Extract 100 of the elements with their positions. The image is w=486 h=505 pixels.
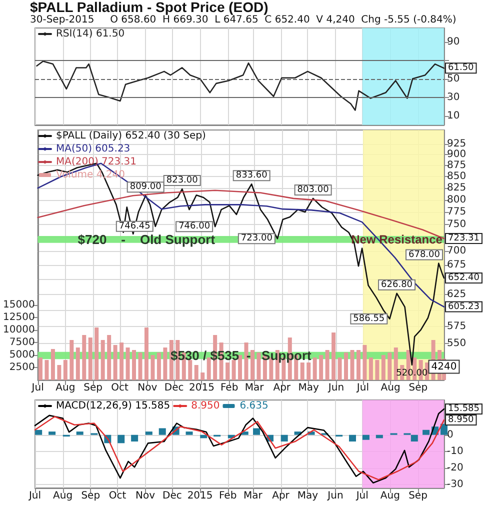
x-tick-label: Jul xyxy=(356,382,369,394)
legend-label: RSI(14) 61.50 xyxy=(56,28,125,40)
annotation: 746.45 xyxy=(118,221,150,232)
bar xyxy=(131,434,138,442)
x-tick-label: 2015 xyxy=(187,490,213,502)
x-tick-label: Sep xyxy=(81,490,100,502)
x-tick-label: Apr xyxy=(272,490,290,502)
chart-subtitle: 30-Sep-2015 O 658.60 H 669.30 L 647.65 C 652.40 V 4,240 Chg -5.55 (-0.84%) xyxy=(30,14,456,26)
bar xyxy=(280,434,288,442)
annotation: 61.50 xyxy=(448,63,474,74)
x-tick-label: Feb xyxy=(220,382,238,394)
legend-label: MA(200) 723.31 xyxy=(56,156,137,168)
annotation: 520.00 xyxy=(396,368,428,378)
x-tick-label: 2015 xyxy=(188,382,214,394)
legend-label: MACD(12,26,9) 15.585 xyxy=(56,400,170,412)
x-tick-label: Oct xyxy=(111,382,128,394)
y2-tick-label: 15000 xyxy=(3,300,35,310)
annotation: 586.55 xyxy=(353,314,385,324)
x-tick-label: Sep xyxy=(84,382,102,394)
y-tick-label: 625 xyxy=(447,288,466,300)
bar xyxy=(376,434,383,438)
x-tick-label: Aug xyxy=(380,382,400,394)
bar xyxy=(349,434,356,442)
x-tick-label: Feb xyxy=(218,490,237,502)
y2-tick-label: 12500 xyxy=(3,312,35,323)
annotation: 8.950 xyxy=(448,415,474,426)
bar xyxy=(186,432,193,435)
chart-title: $PALL Palladium - Spot Price (EOD) xyxy=(30,0,268,15)
y-tick-label: -30 xyxy=(447,479,464,490)
x-tick-label: May xyxy=(298,382,320,394)
y-tick-label: 675 xyxy=(447,259,466,270)
y-tick-label: 10 xyxy=(447,110,460,122)
annotation: 823.00 xyxy=(166,176,198,186)
annotation: 678.00 xyxy=(408,250,440,260)
legend-label: 6.635 xyxy=(240,400,268,412)
y-tick-label: 750 xyxy=(447,219,466,230)
annotation: 746.00 xyxy=(178,222,210,232)
bar xyxy=(76,432,84,435)
x-tick-label: Dec xyxy=(164,382,184,394)
y2-tick-label: 10000 xyxy=(3,324,35,336)
x-tick-label: Dec xyxy=(162,490,182,502)
bar xyxy=(158,428,166,435)
y-tick-label: 700 xyxy=(447,246,466,257)
annotation: 652.40 xyxy=(448,273,480,284)
bar xyxy=(253,428,260,435)
x-tick-label: Sep xyxy=(408,490,428,502)
x-tick-label: Sep xyxy=(408,382,428,394)
y-tick-label: 550 xyxy=(447,338,466,349)
bar xyxy=(362,434,370,440)
x-tick-label: Nov xyxy=(138,382,158,394)
y-tick-label: -10 xyxy=(447,446,464,457)
band-label: $530 / $535 - Support xyxy=(170,348,312,364)
x-tick-label: Aug xyxy=(380,490,400,502)
bar xyxy=(118,434,125,444)
y-tick-label: -20 xyxy=(447,462,464,474)
y-tick-label: 575 xyxy=(447,320,466,332)
annotation: 809.00 xyxy=(130,182,162,192)
y-tick-label: 775 xyxy=(447,206,466,218)
annotation: 723.31 xyxy=(448,233,480,244)
annotation: 626.80 xyxy=(381,280,413,290)
band-label: $720 - Old Support xyxy=(78,232,216,247)
x-tick-label: Aug xyxy=(56,382,76,394)
x-tick-label: Apr xyxy=(273,382,292,394)
x-tick-label: Jul xyxy=(355,490,368,502)
y2-tick-label: 5000 xyxy=(9,350,35,360)
y-tick-label: 875 xyxy=(447,160,466,172)
y-tick-label: 850 xyxy=(447,171,466,182)
annotation: 803.00 xyxy=(297,184,330,195)
x-tick-label: Mar xyxy=(244,490,264,502)
y2-tick-label: 2500 xyxy=(9,362,35,373)
x-tick-label: Jun xyxy=(326,490,344,502)
y-tick-label: 90 xyxy=(447,36,460,48)
x-tick-label: May xyxy=(297,490,318,502)
bar xyxy=(35,430,42,435)
bar xyxy=(422,430,430,435)
x-tick-label: Jul xyxy=(30,382,44,394)
x-tick-label: Oct xyxy=(108,490,126,502)
bar xyxy=(145,432,152,435)
y-tick-label: 825 xyxy=(447,182,466,194)
legend-label: MA(50) 605.23 xyxy=(56,144,130,154)
x-tick-label: Mar xyxy=(244,382,265,394)
legend-label: $PALL (Daily) 652.40 (30 Sep) xyxy=(56,130,206,142)
y-tick-label: 925 xyxy=(447,138,466,150)
x-tick-label: Nov xyxy=(136,490,156,502)
annotation: 605.23 xyxy=(448,302,480,312)
y-tick-label: 0 xyxy=(447,429,454,440)
x-tick-label: Jun xyxy=(327,382,344,394)
y-tick-label: 800 xyxy=(447,194,466,206)
y-tick-label: 50 xyxy=(447,73,460,84)
annotation: 833.60 xyxy=(236,170,268,181)
data-label: 4240 xyxy=(431,361,457,372)
annotation: 723.00 xyxy=(240,234,273,244)
legend-label: 8.950 xyxy=(191,400,220,412)
x-tick-label: Aug xyxy=(53,490,73,502)
x-tick-label: Jul xyxy=(28,490,42,502)
y2-tick-label: 7500 xyxy=(9,337,35,348)
bar xyxy=(410,434,418,442)
y-tick-label: 30 xyxy=(447,92,460,103)
annotation: 15.585 xyxy=(448,404,480,414)
bar xyxy=(48,432,56,435)
